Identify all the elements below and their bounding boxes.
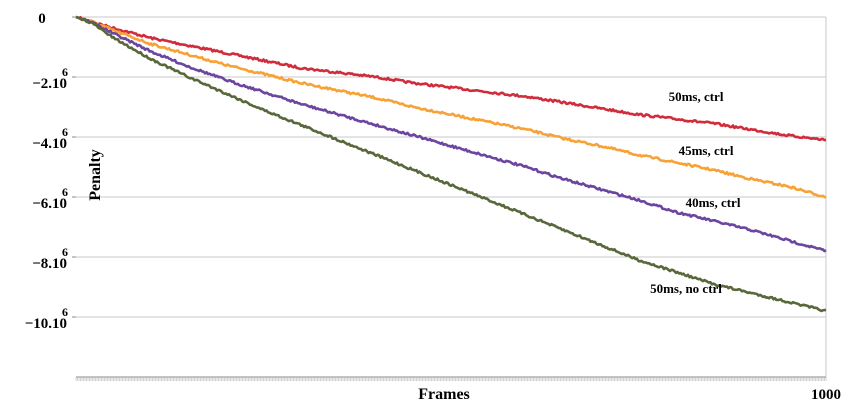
y-tick-exponent: 6 bbox=[62, 185, 68, 199]
series-line bbox=[75, 15, 827, 253]
x-tick-label-max: 1000 bbox=[811, 387, 841, 403]
series-labels: 50ms, ctrl 45ms, ctrl 40ms, ctrl 50ms, no c… bbox=[650, 89, 741, 296]
y-tick-label: −2.10 bbox=[32, 76, 67, 92]
y-tick-labels: 0−2.106−4.106−6.106−8.106−10.106 bbox=[25, 11, 68, 332]
y-tick-label: −8.10 bbox=[32, 256, 67, 272]
series-line bbox=[75, 15, 827, 142]
x-axis-title: Frames bbox=[418, 386, 470, 403]
y-tick-label: −6.10 bbox=[32, 196, 67, 212]
y-tick-label: 0 bbox=[38, 11, 46, 27]
y-axis-title: Penalty bbox=[87, 149, 104, 201]
x-axis-minor-ticks bbox=[75, 377, 827, 381]
y-tick-label: −4.10 bbox=[32, 136, 67, 152]
y-tick-exponent: 6 bbox=[62, 125, 68, 139]
y-tick-exponent: 6 bbox=[62, 245, 68, 259]
y-tick-exponent: 6 bbox=[62, 65, 68, 79]
series-label: 50ms, no ctrl bbox=[650, 281, 722, 296]
y-tick-exponent: 6 bbox=[62, 305, 68, 319]
series-line bbox=[75, 15, 827, 313]
series-line bbox=[75, 15, 827, 199]
grid-lines bbox=[76, 16, 826, 318]
series-label: 45ms, ctrl bbox=[679, 143, 734, 158]
series-label: 40ms, ctrl bbox=[686, 195, 741, 210]
series-label: 50ms, ctrl bbox=[669, 89, 724, 104]
series-lines bbox=[75, 15, 827, 313]
y-tick-label: −10.10 bbox=[25, 316, 67, 332]
